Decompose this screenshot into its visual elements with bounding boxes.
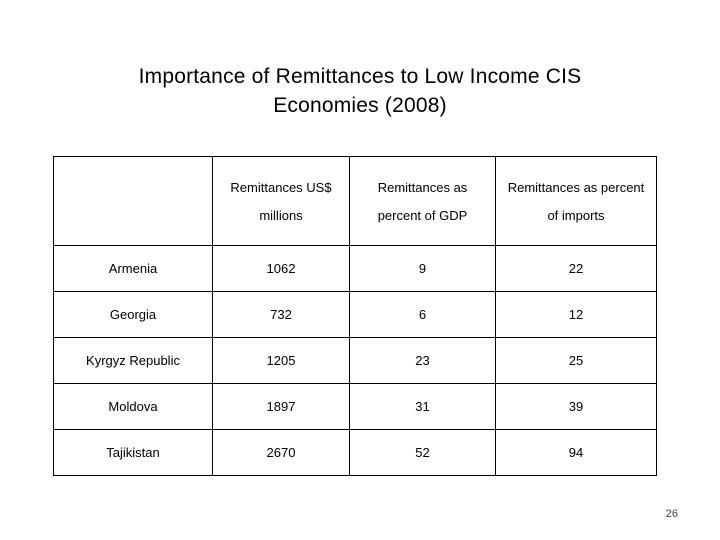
percent-gdp-cell: 31 [349,383,496,430]
table-row: Tajikistan 2670 52 94 [53,429,657,476]
percent-imports-cell: 22 [495,245,657,292]
percent-imports-cell: 12 [495,291,657,338]
header-percent-gdp-line-2: percent of GDP [377,207,468,223]
country-cell: Moldova [53,383,213,430]
percent-gdp-cell: 9 [349,245,496,292]
remittances-table: Remittances US$ millions Remittances as … [53,156,657,476]
country-cell: Armenia [53,245,213,292]
header-remittances-usd-line-1: Remittances US$ [230,179,332,195]
header-empty-cell [53,156,213,246]
header-percent-imports-line-1: Remittances as percent [507,179,645,195]
header-percent-imports: Remittances as percent of imports [495,156,657,246]
country-cell: Tajikistan [53,429,213,476]
slide-title: Importance of Remittances to Low Income … [0,62,720,120]
percent-imports-cell: 94 [495,429,657,476]
percent-imports-cell: 39 [495,383,657,430]
header-percent-gdp: Remittances as percent of GDP [349,156,496,246]
percent-gdp-cell: 23 [349,337,496,384]
slide-title-line-1: Importance of Remittances to Low Income … [138,65,582,88]
header-percent-gdp-line-1: Remittances as [377,179,468,195]
country-cell: Georgia [53,291,213,338]
page-number: 26 [665,508,678,520]
remittances-usd-cell: 732 [212,291,350,338]
country-cell: Kyrgyz Republic [53,337,213,384]
table-row: Georgia 732 6 12 [53,291,657,338]
remittances-usd-cell: 1897 [212,383,350,430]
header-remittances-usd: Remittances US$ millions [212,156,350,246]
table-row: Kyrgyz Republic 1205 23 25 [53,337,657,384]
table-row: Moldova 1897 31 39 [53,383,657,430]
remittances-usd-cell: 2670 [212,429,350,476]
table-header-row: Remittances US$ millions Remittances as … [53,156,657,246]
percent-imports-cell: 25 [495,337,657,384]
percent-gdp-cell: 6 [349,291,496,338]
remittances-usd-cell: 1062 [212,245,350,292]
remittances-usd-cell: 1205 [212,337,350,384]
slide-title-line-2: Economies (2008) [273,94,447,117]
header-remittances-usd-line-2: millions [259,207,303,223]
table-row: Armenia 1062 9 22 [53,245,657,292]
header-percent-imports-line-2: of imports [547,207,605,223]
percent-gdp-cell: 52 [349,429,496,476]
